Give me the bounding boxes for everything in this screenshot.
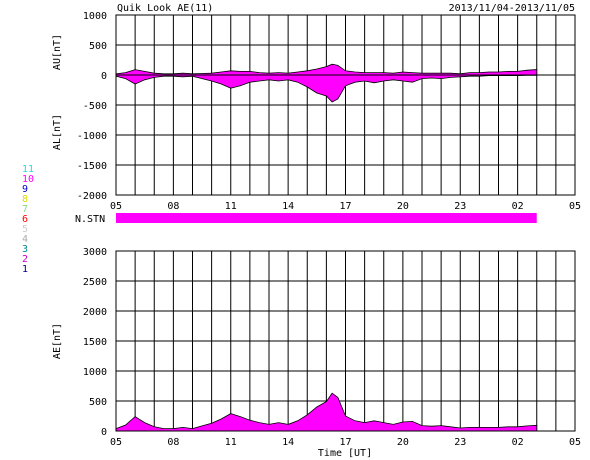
date-range: 2013/11/04-2013/11/05 [449,3,575,14]
station-label-5: 5 [22,224,29,235]
ae-xtick-label: 23 [454,437,466,448]
aual-xtick-label: 17 [339,201,351,212]
ae-ytick-label: 2000 [83,307,107,318]
aual-xtick-label: 02 [512,201,524,212]
ae-xtick-label: 02 [512,437,524,448]
ae-xtick-label: 20 [397,437,409,448]
aual-xtick-label: 08 [167,201,179,212]
ae-ytick-label: 0 [101,427,107,438]
station-label-10: 10 [22,174,35,185]
station-label-11: 11 [22,164,35,175]
x-axis-label: Time [UT] [318,448,372,459]
station-label-4: 4 [22,234,29,245]
aual-xtick-label: 05 [110,201,122,212]
aual-xtick-label: 14 [282,201,294,212]
station-label-2: 2 [22,254,29,265]
aual-ytick-label: -500 [83,101,107,112]
station-label-3: 3 [22,244,29,255]
aual-xtick-label: 20 [397,201,409,212]
aual-ytick-label: 0 [101,71,107,82]
ae-xtick-label: 05 [110,437,122,448]
aual-ytick-label: -1000 [77,131,107,142]
aual-xtick-label: 11 [225,201,237,212]
aual-xtick-label: 05 [569,201,581,212]
ae-series-area [115,392,538,432]
ae-axis-label: AE[nT] [52,323,63,359]
ae-frame [115,250,576,432]
ae-xtick-label: 08 [167,437,179,448]
ae-xtick-label: 11 [225,437,237,448]
station-label-9: 9 [22,184,29,195]
nstn-bar [116,213,537,223]
ae-xtick-label: 14 [282,437,294,448]
nstn-bar-group [116,213,537,223]
aual-ytick-label: -2000 [77,191,107,202]
au-series-area [115,63,538,76]
ae-ytick-label: 1500 [83,337,107,348]
chart-title: Quik Look AE(11) [117,3,213,14]
ae-ytick-label: 1000 [83,367,107,378]
station-label-1: 1 [22,264,29,275]
al-series-area [115,74,538,103]
au-axis-label: AU[nT] [52,34,63,70]
station-label-8: 8 [22,194,29,205]
station-label-6: 6 [22,214,29,225]
ae-ytick-label: 2500 [83,277,107,288]
ae-xtick-label: 05 [569,437,581,448]
aual-ytick-label: -1500 [77,161,107,172]
ae-xtick-label: 17 [339,437,351,448]
ae-ytick-label: 3000 [83,247,107,258]
aual-ytick-label: 1000 [83,11,107,22]
aual-xtick-label: 23 [454,201,466,212]
aual-ytick-label: 500 [89,41,107,52]
ae-ytick-label: 500 [89,397,107,408]
aual-frame [115,14,576,196]
nstn-label: N.STN [75,214,105,225]
al-axis-label: AL[nT] [52,114,63,150]
station-label-7: 7 [22,204,29,215]
